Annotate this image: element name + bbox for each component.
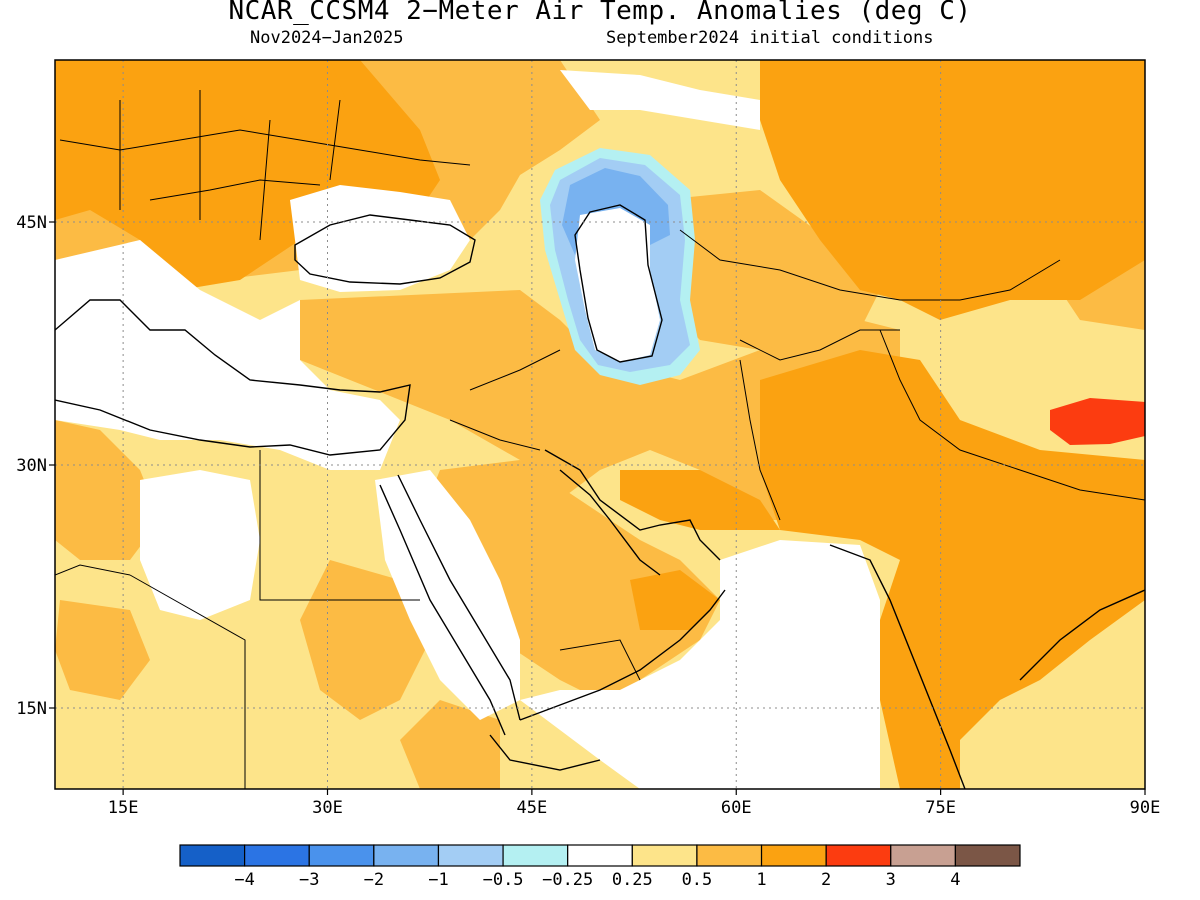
india-coast — [829, 544, 1145, 789]
anomaly-region-strong — [760, 350, 1145, 789]
border-line — [55, 564, 131, 576]
anomaly-region-neutral — [290, 185, 470, 292]
border-line — [879, 329, 1145, 501]
colorbar-label: −0.25 — [542, 870, 593, 890]
anomaly-region-cool-neutral — [575, 208, 660, 362]
colorbar-swatch — [825, 844, 892, 867]
east-africa-coast — [489, 734, 601, 771]
plot-frame — [54, 59, 1146, 790]
colorbar-label: 0.5 — [682, 870, 713, 890]
anomaly-region-neutral — [520, 540, 880, 789]
colorbar-label: −0.5 — [483, 870, 524, 890]
colorbar-swatch — [890, 844, 956, 867]
colorbar: −4 −3 −2 −1 −0.5 −0.25 0.25 0.5 1 2 3 4 — [179, 844, 1021, 890]
lon-tick-label: 90E — [1130, 798, 1161, 818]
colorbar-swatch — [373, 844, 440, 867]
forecast-period: Nov2024−Jan2025 — [250, 28, 404, 48]
colorbar-swatch — [696, 844, 763, 867]
persian-gulf-coast — [544, 449, 721, 576]
black-sea-coast — [294, 214, 476, 285]
colorbar-label: 1 — [756, 870, 766, 890]
lon-tick-label: 75E — [925, 798, 956, 818]
colorbar-swatch — [308, 844, 375, 867]
anomaly-region-neutral — [55, 240, 400, 470]
caspian-coast — [574, 204, 663, 363]
colorbar-label: 3 — [886, 870, 896, 890]
map-title: NCAR_CCSM4 2−Meter Air Temp. Anomalies (… — [228, 0, 972, 26]
arabia-coast — [519, 589, 726, 721]
border-line — [679, 229, 1061, 301]
border-line — [129, 450, 420, 789]
anomaly-region-strong — [55, 60, 440, 290]
anomaly-region-mid — [300, 290, 900, 520]
border-line — [739, 359, 781, 521]
colorbar-swatch — [179, 844, 246, 867]
border-line — [59, 129, 471, 166]
anomaly-region-mid — [400, 700, 500, 789]
colorbar-swatch — [567, 844, 633, 867]
lon-tick-label: 15E — [108, 798, 139, 818]
colorbar-swatch — [631, 844, 698, 867]
colorbar-label: −4 — [234, 870, 254, 890]
border-line — [559, 639, 641, 681]
anomaly-region-strong — [630, 570, 720, 630]
colorbar-label: −2 — [364, 870, 384, 890]
anomaly-region-neutral — [560, 70, 760, 130]
anomaly-region-mid — [420, 460, 720, 700]
border-line — [119, 90, 341, 241]
colorbar-swatch — [244, 844, 310, 867]
coastlines — [55, 204, 1145, 789]
initial-conditions: September2024 initial conditions — [606, 28, 934, 48]
anomaly-region-neutral — [140, 470, 260, 620]
anomaly-region-strong — [220, 60, 350, 140]
border-line — [739, 329, 900, 361]
lon-tick-label: 30E — [312, 798, 343, 818]
colorbar-label: −3 — [299, 870, 319, 890]
anomaly-field — [55, 60, 1145, 789]
lat-tick-label: 15N — [16, 699, 47, 719]
lat-tick-label: 45N — [16, 213, 47, 233]
colorbar-label: 2 — [821, 870, 831, 890]
anomaly-region-mid — [55, 600, 150, 700]
anomaly-region-hot — [1050, 398, 1145, 445]
border-line — [449, 349, 561, 451]
country-borders — [55, 90, 1145, 789]
lat-axis: 45N 30N 15N — [16, 213, 55, 719]
lat-tick-label: 30N — [16, 456, 47, 476]
red-sea-coast — [379, 474, 521, 736]
colorbar-swatch — [502, 844, 569, 867]
colorbar-swatch — [954, 844, 1021, 867]
anomaly-region-neutral — [375, 470, 520, 720]
anomaly-region-strong — [620, 470, 780, 530]
lon-axis: 15E 30E 45E 60E 75E 90E — [108, 789, 1161, 818]
gridlines — [55, 60, 1145, 789]
anomaly-region-strong — [760, 60, 1145, 320]
lon-tick-label: 60E — [721, 798, 752, 818]
anomaly-region-mid — [55, 420, 160, 560]
colorbar-label: −1 — [428, 870, 448, 890]
anomaly-region-mid — [660, 190, 880, 350]
colorbar-swatch — [760, 844, 827, 867]
colorbar-swatch — [437, 844, 504, 867]
colorbar-label: 4 — [950, 870, 960, 890]
border-line — [149, 179, 321, 201]
mediterranean-coast — [55, 299, 411, 456]
lon-tick-label: 45E — [517, 798, 548, 818]
colorbar-label: 0.25 — [612, 870, 653, 890]
